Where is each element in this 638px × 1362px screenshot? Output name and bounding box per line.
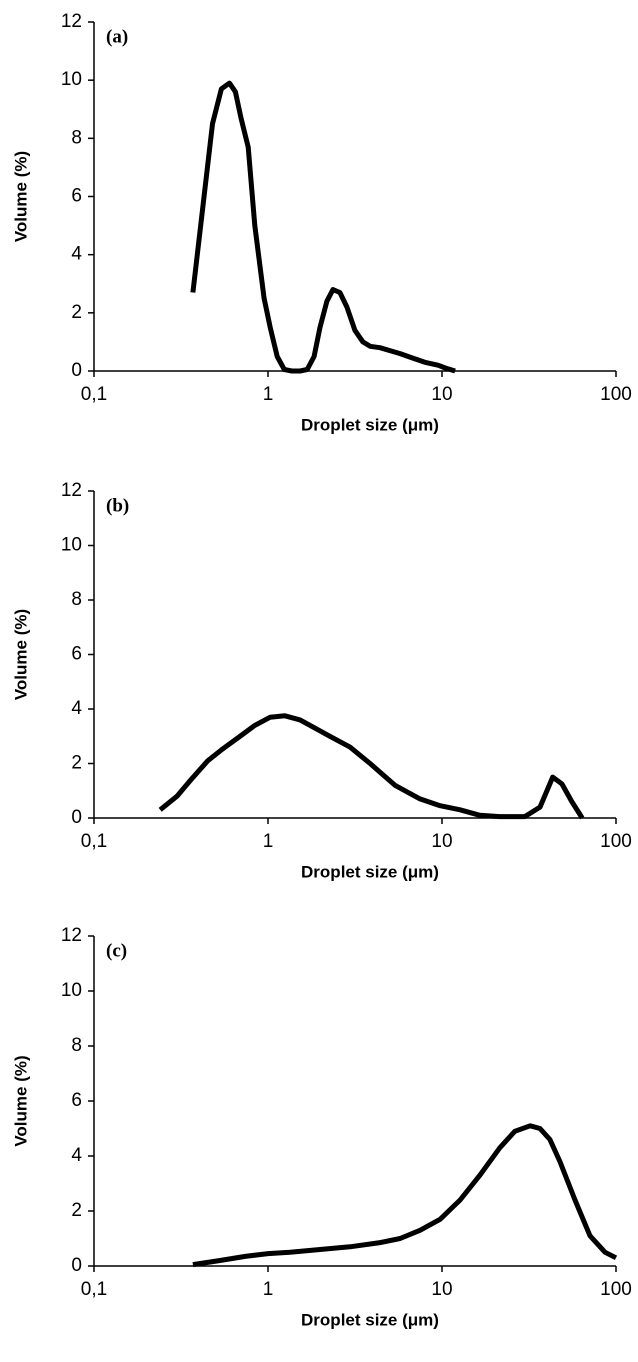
x-axis-label: Droplet size (μm)	[301, 1310, 439, 1329]
x-tick-label: 0,1	[81, 384, 107, 405]
panel-label: (c)	[106, 940, 127, 961]
y-tick-label: 10	[61, 535, 82, 556]
x-axis-label: Droplet size (μm)	[301, 862, 439, 881]
y-tick-label: 4	[71, 244, 82, 265]
y-tick-label: 12	[61, 925, 82, 946]
y-tick-label: 2	[71, 753, 82, 774]
x-tick-label: 0,1	[81, 831, 107, 852]
x-tick-label: 1	[263, 831, 274, 852]
panel-label: (b)	[106, 495, 129, 516]
data-line	[190, 80, 456, 374]
y-tick-label: 12	[61, 11, 82, 32]
x-tick-label: 0,1	[81, 1279, 107, 1300]
y-tick-label: 10	[61, 980, 82, 1001]
x-tick-label: 10	[431, 384, 452, 405]
y-tick-label: 6	[71, 1090, 82, 1111]
y-tick-label: 8	[71, 589, 82, 610]
data-line	[192, 1123, 618, 1268]
y-tick-label: 4	[71, 698, 82, 719]
y-tick-label: 10	[61, 69, 82, 90]
x-tick-label: 10	[431, 831, 452, 852]
y-tick-label: 6	[71, 186, 82, 207]
data-line	[158, 713, 585, 820]
x-tick-label: 1	[263, 1279, 274, 1300]
y-axis-label: Volume (%)	[11, 609, 30, 700]
y-tick-label: 6	[71, 644, 82, 665]
x-axis-label: Droplet size (μm)	[301, 415, 439, 434]
y-tick-label: 8	[71, 1035, 82, 1056]
panel-label: (a)	[106, 26, 128, 47]
y-tick-label: 2	[71, 302, 82, 323]
y-tick-label: 0	[71, 1255, 82, 1276]
y-tick-label: 0	[71, 360, 82, 381]
y-tick-label: 0	[71, 807, 82, 828]
y-axis-label: Volume (%)	[11, 151, 30, 242]
x-tick-label: 100	[600, 384, 632, 405]
x-tick-label: 10	[431, 1279, 452, 1300]
y-tick-label: 4	[71, 1145, 82, 1166]
y-tick-label: 8	[71, 127, 82, 148]
x-tick-label: 100	[600, 831, 632, 852]
x-tick-label: 100	[600, 1279, 632, 1300]
y-tick-label: 2	[71, 1200, 82, 1221]
y-tick-label: 12	[61, 480, 82, 501]
x-tick-label: 1	[263, 384, 274, 405]
y-axis-label: Volume (%)	[11, 1055, 30, 1146]
